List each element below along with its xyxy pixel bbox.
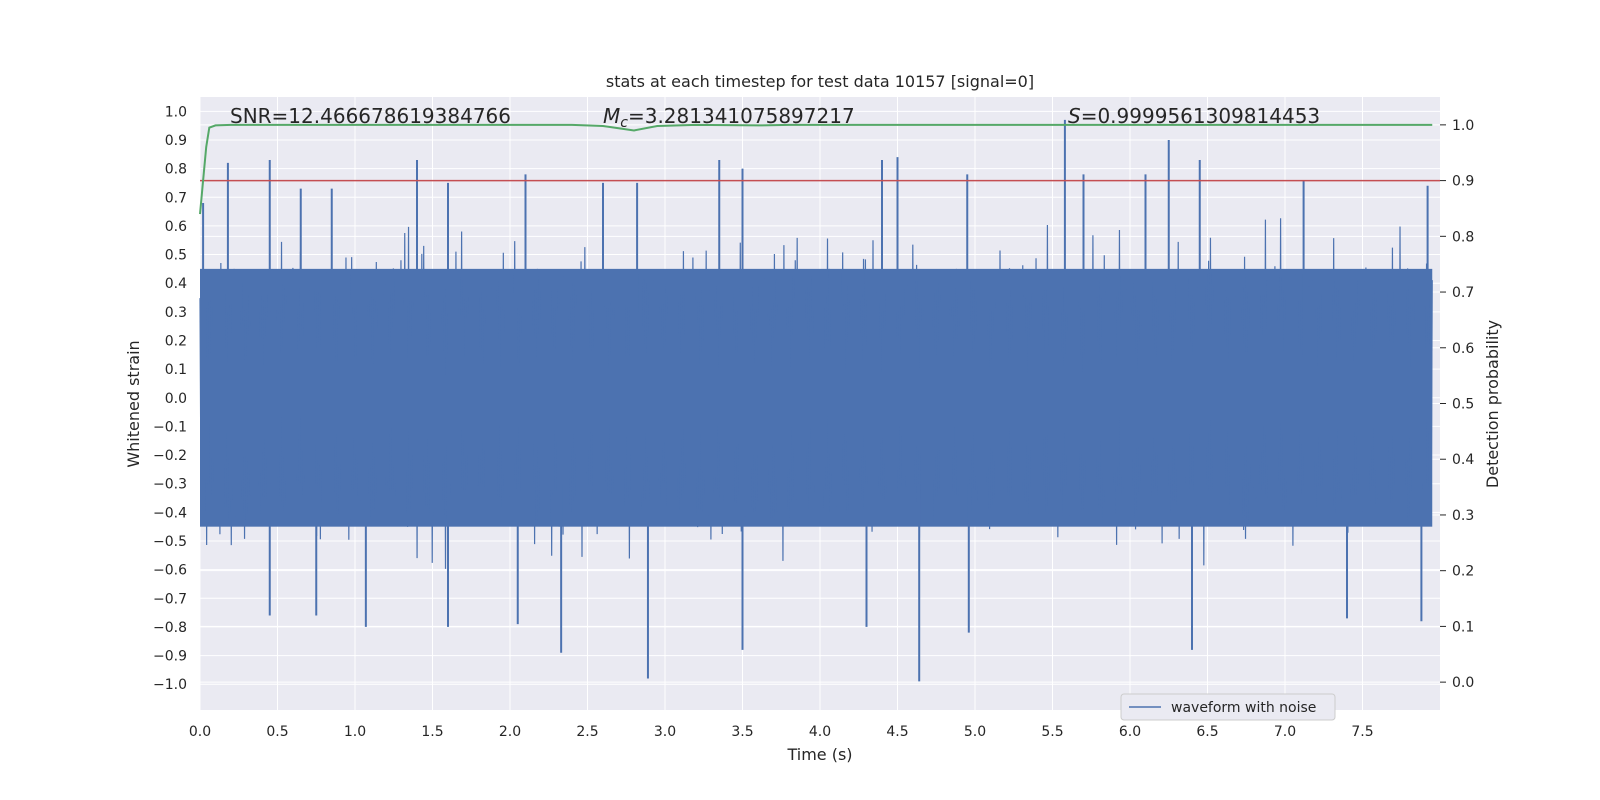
y-right-tick-label: 0.7 [1452, 285, 1474, 301]
s-annotation: S=0.9999561309814453 [1068, 104, 1320, 128]
y-left-tick-label: −0.6 [153, 563, 187, 579]
x-tick-label: 6.0 [1119, 724, 1141, 740]
y-right-tick-label: 0.4 [1452, 452, 1474, 468]
y-left-tick-label: 0.1 [165, 362, 187, 378]
y-left-tick-label: 0.3 [165, 305, 187, 321]
y-left-tick-label: 0.4 [165, 276, 187, 292]
snr-annotation: SNR=12.466678619384766 [230, 104, 511, 128]
y-left-tick-label: −0.4 [153, 505, 187, 521]
y-right-tick-label: 0.3 [1452, 508, 1474, 524]
y-right-tick-label: 0.5 [1452, 397, 1474, 413]
chart-title: stats at each timestep for test data 101… [606, 72, 1034, 91]
x-tick-label: 0.0 [189, 724, 211, 740]
y-right-tick-label: 0.6 [1452, 341, 1474, 357]
y-left-tick-label: 1.0 [165, 104, 187, 120]
x-tick-label: 4.0 [809, 724, 831, 740]
x-tick-label: 3.5 [731, 724, 753, 740]
y-left-tick-label: 0.5 [165, 248, 187, 264]
y-right-tick-label: 1.0 [1452, 118, 1474, 134]
x-tick-label: 0.5 [266, 724, 288, 740]
y-left-tick-label: −0.3 [153, 477, 187, 493]
y-right-tick-label: 0.0 [1452, 675, 1474, 691]
y-left-tick-label: 0.0 [165, 391, 187, 407]
chirp-mass-annotation: Mc=3.281341075897217 [603, 104, 855, 131]
x-tick-label: 5.0 [964, 724, 986, 740]
y-left-tick-label: 0.6 [165, 219, 187, 235]
y-left-tick-label: −0.8 [153, 620, 187, 636]
y-left-tick-label: −0.5 [153, 534, 187, 550]
y-left-tick-label: −0.2 [153, 448, 187, 464]
x-tick-label: 2.5 [576, 724, 598, 740]
y-left-tick-label: 0.9 [165, 133, 187, 149]
probability-line [199, 123, 1433, 215]
legend-box [1120, 693, 1336, 721]
y-left-tick-label: 0.7 [165, 190, 187, 206]
x-tick-label: 1.5 [421, 724, 443, 740]
y-axis-label-right: Detection probability [1483, 320, 1502, 488]
y-left-tick-label: −1.0 [153, 677, 187, 693]
y-right-tick-label: 0.9 [1452, 174, 1474, 190]
x-tick-label: 2.0 [499, 724, 521, 740]
waveform-noise-line [199, 218, 1433, 569]
x-tick-label: 4.5 [886, 724, 908, 740]
axes: 0.0 0.5 1.0 1.5 2.0 2.5 3.0 3.5 4.0 4.5 5.0 5.5 6.0 6… [153, 104, 1474, 740]
y-left-tick-label: −0.9 [153, 649, 187, 665]
x-tick-label: 6.5 [1196, 724, 1218, 740]
y-axis-label-left: Whitened strain [124, 340, 143, 467]
y-left-tick-label: −0.1 [153, 419, 187, 435]
x-tick-label: 1.0 [344, 724, 366, 740]
x-tick-label: 3.0 [654, 724, 676, 740]
y-right-tick-label: 0.2 [1452, 564, 1474, 580]
y-left-tick-label: 0.8 [165, 162, 187, 178]
x-tick-label: 7.0 [1274, 724, 1296, 740]
y-right-tick-label: 0.1 [1452, 619, 1474, 635]
x-axis-label: Time (s) [786, 745, 852, 764]
waveform-series [199, 119, 1433, 682]
legend: waveform with noise [1120, 693, 1336, 721]
y-left-tick-label: 0.2 [165, 333, 187, 349]
y-left-tick-label: −0.7 [153, 591, 187, 607]
y-right-tick-label: 0.8 [1452, 229, 1474, 245]
probability-series [199, 123, 1440, 215]
x-tick-label: 5.5 [1041, 724, 1063, 740]
x-tick-label: 7.5 [1351, 724, 1373, 740]
legend-label: waveform with noise [1171, 700, 1316, 716]
